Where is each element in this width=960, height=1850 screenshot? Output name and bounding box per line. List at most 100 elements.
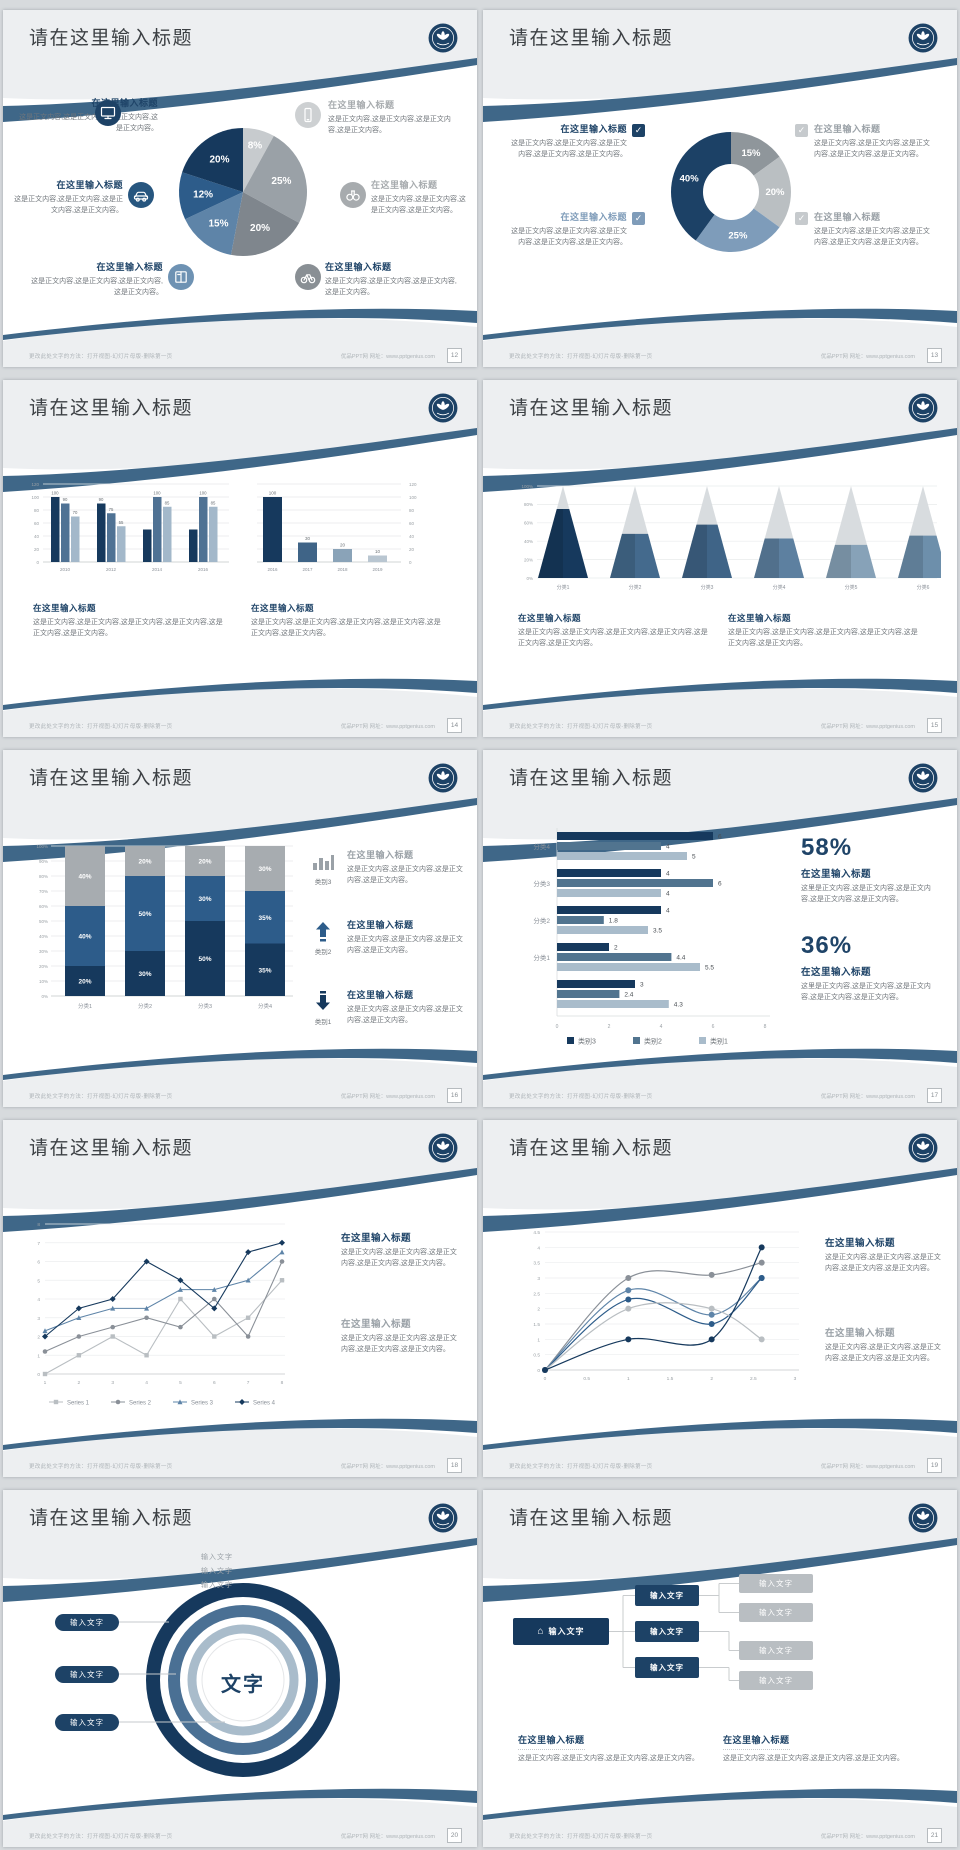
slide-title: 请在这里输入标题 — [29, 28, 194, 49]
flow-leaf-button: 输入文字 — [739, 1641, 813, 1660]
cone-fill — [898, 535, 941, 578]
curve-series — [544, 1247, 763, 1371]
footer-instruction: 更改此处文字的方法：打开视图-幻灯片母版-删除第一页 — [29, 1094, 173, 1100]
stack-segment — [65, 846, 105, 906]
item-body: 这是正文内容,这是正文内容,这是正文内容,这是正文内容。 — [31, 278, 163, 297]
slide-thumbnail-15[interactable]: 请在这里输入标题 0% 20% 40% 60% 80% 100% 分类1 分类2 分类3 分类4 分… — [483, 380, 957, 737]
donut-item-left: 在这里输入标题 这是正文内容,这是正文内容,这是正文内容,这是正文内容,这是正文内… — [511, 122, 627, 160]
chart-label: 20% — [198, 859, 211, 866]
slide-thumbnail-14[interactable]: 请在这里输入标题 0 20 40 60 80 100 120 100 90 70 2010 90 75 5… — [3, 380, 477, 737]
bar — [333, 549, 352, 562]
slide-title: 请在这里输入标题 — [509, 768, 674, 789]
chart-label: 8 — [764, 1024, 767, 1030]
flow-caption: 在这里输入标题 这是正文内容,这是正文内容,这是正文内容,这是正文内容。 — [518, 1730, 703, 1764]
chart-label: 1.5 — [533, 1322, 540, 1328]
bar-chart: 0 20 40 60 80 100 120 100 2016 30 2017 20 2018 10 2019 — [257, 482, 417, 572]
slide-thumbnail-17[interactable]: 请在这里输入标题 0 2 4 6 8 6 4 5 分类4 4 6 4 分类3 4 1.8 3.5 分类2 2 4.4… — [483, 750, 957, 1107]
chart-label: 1 — [537, 1337, 540, 1343]
slide-content: 0 20 40 60 80 100 120 100 90 70 2010 90 75 55 2012 100 8… — [3, 380, 477, 737]
chart-label: 100% — [36, 844, 48, 849]
footer-instruction: 更改此处文字的方法：打开视图-幻灯片母版-删除第一页 — [509, 724, 653, 730]
input-text-button: 输入文字 — [55, 1714, 119, 1731]
chart-label: 70 — [73, 510, 78, 515]
monitor-icon-badge — [95, 100, 121, 126]
chart-label: 60 — [409, 521, 415, 526]
chart-label: 4 — [145, 1380, 148, 1386]
footer-site: 优品PPT网 网址：www.pptgenius.com — [820, 724, 915, 730]
side-block: 在这里输入标题 这是正文内容,这是正文内容,这是正文内容,这是正文内容,这是正文内… — [341, 1316, 463, 1355]
chart-label: 100 — [51, 491, 59, 496]
chart-label: 60% — [39, 904, 48, 909]
page-number: 12 — [447, 348, 462, 363]
chart-label: 12% — [193, 190, 213, 201]
chart-label: 50% — [138, 911, 151, 918]
checkbox-icon: ✓ — [632, 212, 645, 225]
chart-label: 4 — [666, 844, 670, 851]
arrow-down-icon — [316, 991, 330, 1010]
chart-label: 20% — [78, 979, 91, 986]
bar — [199, 497, 208, 562]
chart-caption: 在这里输入标题这是正文内容,这是正文内容,这是正文内容,这是正文内容,这是正文内… — [251, 602, 441, 639]
chart-label: 40% — [680, 173, 700, 184]
stacked-item: 在这里输入标题 这是正文内容,这是正文内容,这是正文内容,这是正文内容。 — [347, 988, 467, 1026]
chart-label: 90 — [99, 497, 104, 502]
chart-label: 分类1 — [533, 953, 550, 962]
chart-label: 4.4 — [676, 955, 685, 962]
item-body: 这是正文内容,这是正文内容,这是正文内容,这是正文内容。 — [347, 1006, 463, 1025]
pie-slice — [182, 128, 243, 192]
footer-instruction: 更改此处文字的方法：打开视图-幻灯片母版-删除第一页 — [29, 354, 173, 360]
chart-label: 1 — [627, 1376, 630, 1382]
slide-thumbnail-12[interactable]: 请在这里输入标题 8% 25% 20% 15% 12% 20% 在这里输入标题 这是正文内容,… — [3, 10, 477, 367]
slide-thumbnail-18[interactable]: 请在这里输入标题 0 1 2 3 4 5 6 7 8 1 2 3 4 5 6 7 8 Series 1 Series… — [3, 1120, 477, 1477]
chart-label: 1.5 — [667, 1376, 674, 1382]
item-body: 这里是正文内容,这是正文内容,这是正文内容,这是正文内容,这是正文内容。 — [801, 983, 931, 1002]
chart-label: 2.5 — [533, 1291, 540, 1297]
slide-thumbnail-20[interactable]: 请在这里输入标题 输入文字 输入文字 输入文字 输入文字 输入文字 输入文字 文字 更改此处… — [3, 1490, 477, 1847]
chart-label: 4 — [666, 891, 670, 898]
slide-thumbnail-16[interactable]: 请在这里输入标题 0% 10% 20% 30% 40% 50% 60% 70% 80% 90% 10… — [3, 750, 477, 1107]
flow-mid-button: 输入文字 — [635, 1621, 699, 1642]
stack-segment — [245, 891, 285, 944]
item-heading: 在这里输入标题 — [251, 603, 315, 613]
slide-thumbnail-19[interactable]: 请在这里输入标题 0 0.5 1 1.5 2 2.5 3 3.5 4 4.5 0 0.5 1 1.5 2 2.… — [483, 1120, 957, 1477]
stat-percentage: 58% — [801, 834, 853, 861]
chart-label: 0 — [544, 1376, 547, 1382]
hbar — [557, 953, 672, 961]
hbar — [557, 1000, 669, 1008]
binoculars-icon — [346, 190, 360, 201]
chart-label: 2 — [78, 1380, 81, 1386]
cone-fill — [754, 538, 804, 578]
item-body: 这是正文内容,这是正文内容,这是正文内容,这是正文内容,这是正文内容。 — [511, 140, 627, 159]
pie-slice — [231, 192, 300, 256]
pie-chart: 8% 25% 20% 15% 12% 20% — [179, 128, 307, 256]
chart-label: 50% — [39, 919, 48, 924]
chart-label: 100 — [269, 491, 277, 496]
item-heading: 在这里输入标题 — [518, 1733, 585, 1750]
item-heading: 在这里输入标题 — [341, 1233, 412, 1244]
slide-title: 请在这里输入标题 — [509, 1508, 674, 1529]
phone-icon-badge — [295, 102, 321, 128]
page-number: 21 — [927, 1828, 942, 1843]
slide-thumbnail-21[interactable]: 请在这里输入标题 ⌂ 输入文字 输入文字 输入文字 输入文字 输入文字 输入文字 输入文字 输入… — [483, 1490, 957, 1847]
top-swoosh-decoration — [483, 380, 957, 492]
item-heading: 在这里输入标题 — [825, 1328, 896, 1339]
chart-caption: 在这里输入标题 这是正文内容,这是正文内容,这是正文内容,这是正文内容,这是正文内… — [728, 612, 918, 649]
pie-callout-left: 在这里输入标题 这是正文内容,这是正文内容,这是正文内容,这是正文内容。 — [8, 178, 123, 216]
footer-instruction: 更改此处文字的方法：打开视图-幻灯片母版-删除第一页 — [29, 1464, 173, 1470]
slide-title: 请在这里输入标题 — [509, 1138, 674, 1159]
chart-label: 6 — [213, 1380, 216, 1386]
chart-label: 0% — [41, 994, 48, 999]
item-body: 这是正文内容,这是正文内容,这是正文内容,这是正文内容,这是正文内容。 — [511, 228, 627, 247]
chart-label: 0 — [556, 1024, 559, 1030]
slide-content: 8% 25% 20% 15% 12% 20% 在这里输入标题 这是正文内容,这是正文内容,这是… — [3, 10, 477, 367]
slide-thumbnail-13[interactable]: 请在这里输入标题 15% 20% 25% 40% ✓ 在这里输入标题 这是正文内容,这是正文… — [483, 10, 957, 367]
chart-label: 2 — [608, 1024, 611, 1030]
chart-label: 100 — [31, 495, 39, 500]
item-heading: 在这里输入标题 — [825, 1238, 896, 1249]
item-body: 这是正文内容,这是正文内容,这是正文内容,这是正文内容,这是正文内容,这是正文内… — [251, 619, 441, 638]
bottom-swoosh-decoration — [3, 1048, 477, 1107]
chart-label: 分类5 — [845, 584, 858, 591]
slide-content: 输入文字 输入文字 输入文字 输入文字 输入文字 输入文字 文字 — [3, 1490, 477, 1847]
chart-label: 2016 — [267, 567, 278, 572]
pie-callout-right: 在这里输入标题 这是正文内容,这是正文内容,这是正文内容,这是正文内容。 — [371, 178, 467, 216]
